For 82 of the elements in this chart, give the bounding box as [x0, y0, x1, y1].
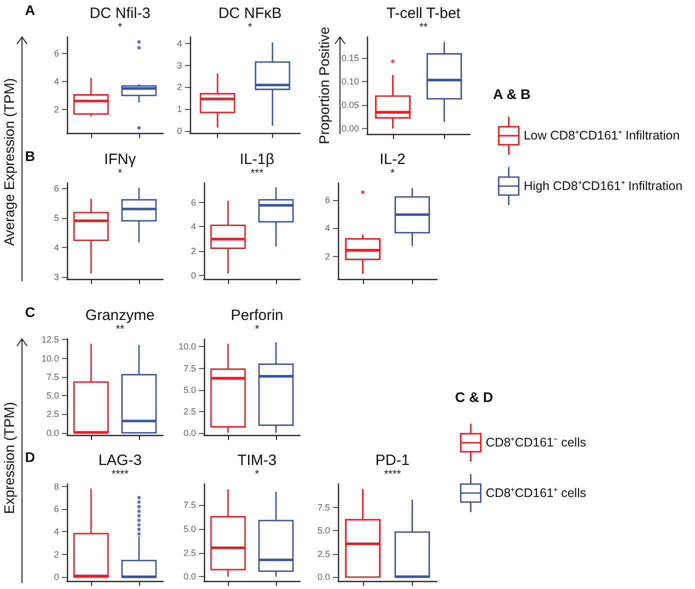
legend-label: CD8⁺CD161⁻ cells [486, 436, 586, 450]
y-tick-label: 0.10 [341, 76, 359, 87]
legend-title: C & D [455, 389, 494, 405]
chart-title: IL-1β [240, 151, 275, 168]
y-tick-label: 4 [190, 222, 196, 232]
y-tick-label: 10.0 [178, 342, 196, 352]
y-tick-label: 2.5 [46, 409, 59, 420]
legend-label: High CD8⁺CD161⁺ Infiltration [524, 179, 683, 194]
y-tick-label: 0.00 [341, 123, 359, 134]
chart-title: DC NFκB [218, 5, 282, 22]
y-tick-label: 0.0 [317, 572, 330, 582]
chart-subtitle: * [254, 468, 260, 480]
y-tick-label: 7.5 [183, 363, 196, 374]
y-tick-label: 10.0 [41, 353, 59, 364]
y-tick-label: 5.0 [183, 524, 196, 534]
y-tick-label: 0 [54, 572, 59, 582]
y-tick-label: 0.15 [341, 53, 359, 64]
chart-title: IL-2 [380, 151, 406, 168]
y-tick-label: 7.5 [317, 502, 330, 512]
chart-subtitle: ** [116, 324, 125, 336]
chart-subtitle: **** [111, 468, 130, 480]
chart-subtitle: * [118, 168, 123, 180]
chart-title: TIM-3 [237, 452, 277, 469]
y-tick-label: 0.0 [46, 428, 59, 438]
y-tick-label: 5.0 [183, 384, 196, 395]
chart-title: Granzyme [85, 307, 155, 324]
y-tick-label: 1 [176, 104, 182, 114]
y-tick-label: 5.0 [317, 526, 330, 536]
chart-subtitle: * [254, 324, 260, 336]
chart-subtitle: * [248, 22, 253, 34]
y-tick-label: 0.0 [183, 572, 196, 582]
chart-title: Perforin [230, 307, 284, 324]
chart-subtitle: * [390, 168, 396, 180]
y-tick-label: 2 [324, 251, 330, 262]
legend-title: A & B [493, 86, 531, 102]
y-tick-label: 6 [54, 48, 59, 59]
y-tick-label: 3 [54, 272, 59, 282]
legend-label: CD8⁺CD161⁺ cells [486, 486, 586, 500]
text: B [25, 148, 36, 164]
y-tick-label: 7.5 [183, 500, 196, 510]
y-tick-label: 2.5 [183, 406, 196, 416]
y-tick-label: 6 [54, 183, 59, 194]
text: A [25, 2, 36, 18]
y-tick-label: 0 [190, 270, 196, 280]
chart-title: DC Nfil-3 [90, 5, 150, 22]
y-tick-label: 4 [54, 76, 59, 87]
chart-subtitle: * [118, 22, 123, 34]
y-tick-label: 4 [54, 242, 59, 252]
chart-title: T-cell T-bet [386, 5, 462, 22]
y-tick-label: 2 [176, 82, 182, 92]
y-axis-title: Proportion Positive [316, 26, 332, 144]
y-tick-label: 6 [54, 504, 59, 514]
y-tick-label: 5 [54, 212, 59, 223]
y-tick-label: 4 [324, 223, 330, 234]
y-tick-label: 2 [54, 104, 59, 114]
y-tick-label: 7.5 [46, 372, 59, 382]
text: D [25, 449, 36, 465]
y-tick-label: 4 [176, 38, 182, 49]
y-tick-label: 6 [190, 197, 196, 208]
y-tick-label: 6 [324, 194, 330, 205]
y-tick-label: 2.5 [183, 548, 196, 558]
y-tick-label: 0.05 [341, 100, 359, 110]
y-tick-label: 2 [54, 549, 59, 560]
text: C [25, 304, 36, 320]
y-axis-title: Expression (TPM) [1, 402, 17, 514]
legend-label: Low CD8⁺CD161⁺ Infiltration [524, 128, 680, 143]
chart-title: LAG-3 [98, 452, 142, 469]
y-tick-label: 8 [54, 481, 59, 492]
y-tick-label: 2.5 [317, 548, 330, 559]
chart-subtitle: **** [384, 468, 402, 480]
y-tick-label: 12.5 [41, 334, 59, 345]
y-tick-label: 4 [54, 526, 59, 537]
chart-title: IFNγ [104, 151, 136, 168]
chart-title: PD-1 [375, 452, 410, 469]
y-tick-label: 0.0 [183, 428, 196, 438]
y-tick-label: 3 [176, 60, 182, 70]
y-axis-title: Average Expression (TPM) [1, 78, 17, 246]
chart-subtitle: ** [419, 22, 428, 34]
chart-subtitle: *** [250, 168, 264, 180]
y-tick-label: 5.0 [46, 390, 59, 401]
y-tick-label: 0 [176, 126, 182, 136]
y-tick-label: 2 [190, 246, 196, 256]
